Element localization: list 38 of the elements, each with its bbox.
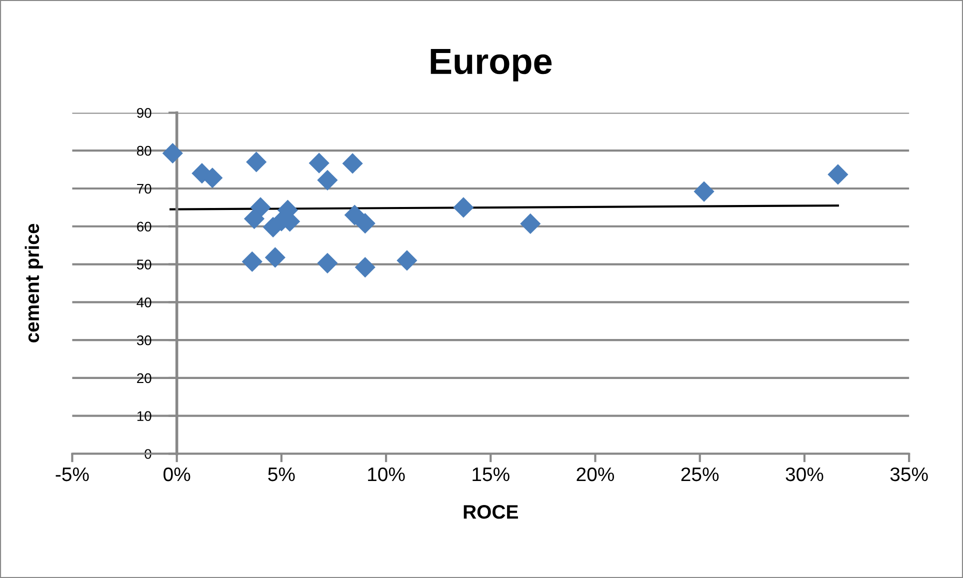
y-axis-title: cement price — [24, 224, 43, 342]
y-tick-label: 80 — [136, 146, 152, 156]
y-tick-label: 90 — [137, 108, 152, 118]
x-axis-title: ROCE — [464, 505, 518, 519]
point — [342, 153, 363, 174]
y-tick-label: 30 — [136, 335, 152, 346]
y-tick-label: 50 — [136, 260, 152, 270]
point — [344, 204, 365, 226]
point — [354, 213, 376, 234]
y-tick-label: 60 — [137, 222, 152, 232]
y-tick-label: 70 — [137, 184, 152, 194]
point — [520, 213, 541, 234]
y-tick-label: 10 — [137, 411, 152, 422]
chart-title: Europe — [430, 48, 552, 82]
point — [317, 170, 338, 190]
x-tick-label: 30% — [786, 467, 824, 482]
y-tick-label: 20 — [137, 373, 152, 384]
y-tick-label: 40 — [136, 298, 152, 308]
point — [694, 181, 714, 202]
point — [242, 251, 262, 272]
x-tick-label: 0% — [164, 467, 190, 482]
point — [308, 152, 330, 174]
point — [317, 252, 338, 274]
point — [264, 247, 286, 268]
point — [162, 142, 183, 164]
point — [244, 208, 265, 230]
x-tick-label: 35% — [890, 467, 928, 482]
x-tick-label: 20% — [576, 467, 614, 482]
x-tick-label: 5% — [268, 468, 295, 482]
point — [354, 257, 376, 278]
point — [246, 152, 267, 172]
x-tick-label: 10% — [368, 467, 405, 482]
point — [453, 197, 474, 218]
x-tick-label: 15% — [472, 468, 510, 482]
point — [396, 250, 418, 271]
point — [828, 164, 848, 185]
x-tick-label: -5% — [56, 468, 89, 482]
x-tick-label: 25% — [681, 467, 719, 482]
